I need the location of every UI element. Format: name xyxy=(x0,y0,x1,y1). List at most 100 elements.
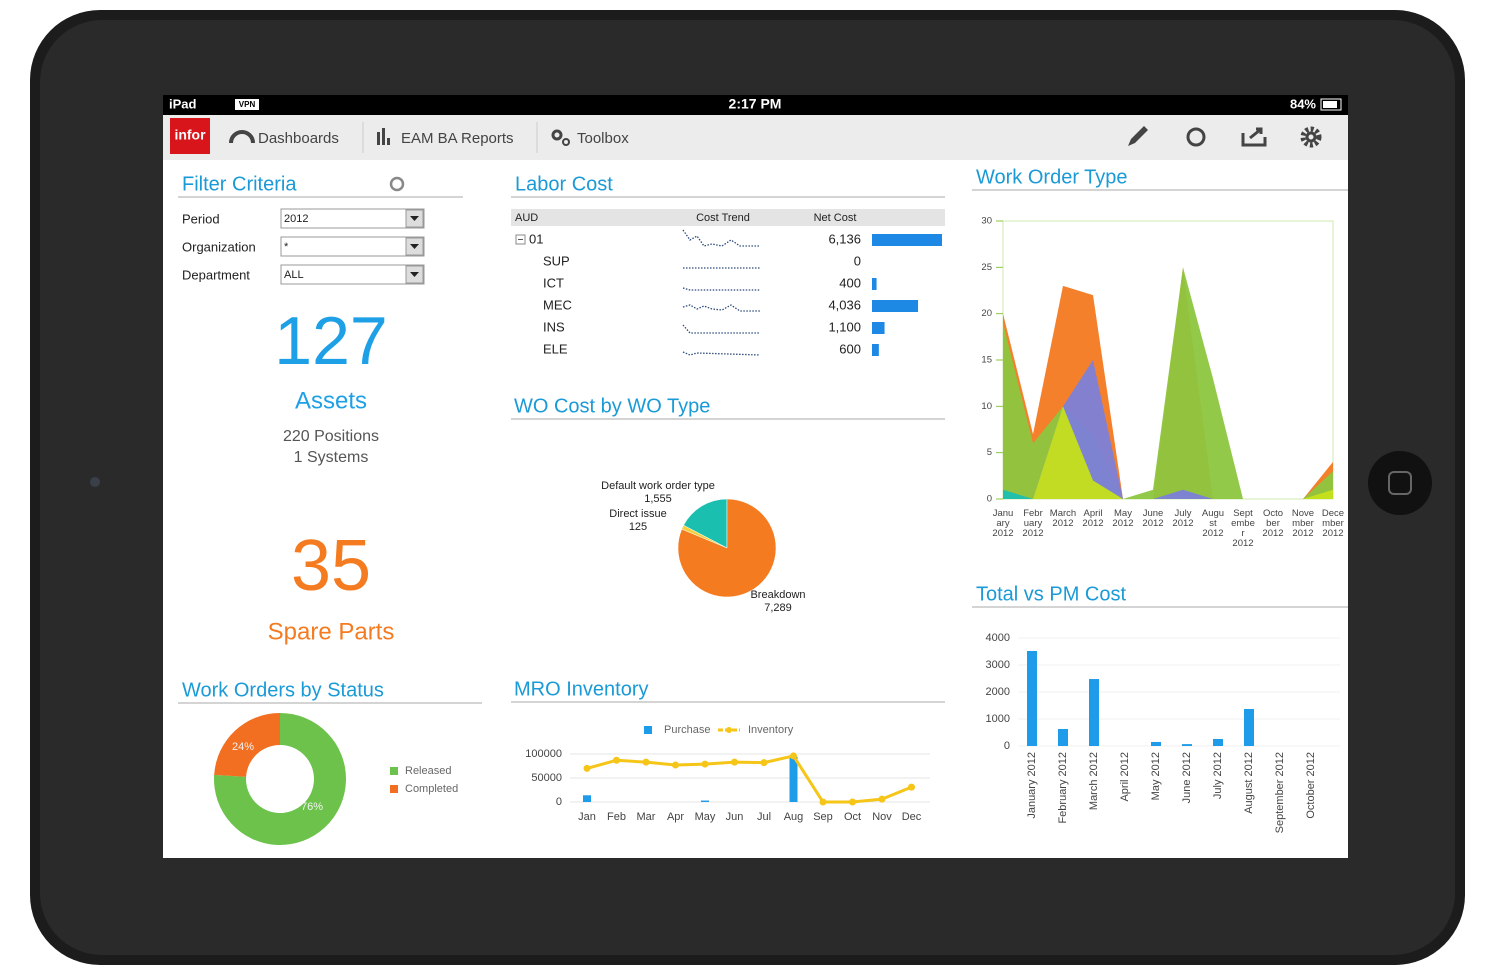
point xyxy=(790,752,797,760)
point xyxy=(613,756,620,764)
y-tick-label: 30 xyxy=(981,216,992,227)
y-tick-label: 15 xyxy=(981,355,992,366)
x-tick-label: January 2012 xyxy=(1026,752,1038,819)
column-header: Cost Trend xyxy=(696,212,750,224)
select-arrow xyxy=(410,216,419,221)
tab[interactable]: EAM BA Reports xyxy=(401,130,514,147)
x-tick-label: Dec xyxy=(902,811,922,823)
point xyxy=(819,798,827,806)
y-tick-label: 0 xyxy=(556,796,562,808)
x-tick-label: Apr xyxy=(667,811,684,823)
point xyxy=(760,759,768,767)
bar xyxy=(872,322,885,334)
battery: 84% xyxy=(1290,96,1316,111)
y-tick-label: 5 xyxy=(987,447,992,458)
bar xyxy=(583,795,591,802)
bar xyxy=(872,300,919,312)
x-tick-label: June 2012 xyxy=(1142,508,1163,529)
panel-title: Total vs PM Cost xyxy=(976,583,1126,605)
legend-label: Completed xyxy=(405,783,458,795)
slice-value: 125 xyxy=(629,521,647,533)
tab[interactable]: Dashboards xyxy=(258,130,339,147)
line xyxy=(586,754,913,804)
y-tick-label: 20 xyxy=(981,308,992,319)
point xyxy=(849,798,856,806)
sparkline xyxy=(682,324,760,334)
slice-label: Direct issue xyxy=(609,508,666,520)
share-icon[interactable] xyxy=(1241,127,1267,147)
home-button[interactable] xyxy=(1368,451,1432,515)
row-label: MEC xyxy=(543,297,572,312)
x-tick-label: July 2012 xyxy=(1212,752,1224,799)
x-tick-label: February 2012 xyxy=(1057,752,1069,824)
row-value: 1,100 xyxy=(828,319,861,334)
legend-dot xyxy=(726,727,732,733)
panel-title: Filter Criteria xyxy=(182,173,297,195)
legend-swatch xyxy=(390,767,398,775)
panel-title: Labor Cost xyxy=(515,173,613,195)
collapse-box[interactable] xyxy=(515,234,526,245)
point xyxy=(583,764,591,772)
select-box[interactable] xyxy=(280,264,425,285)
legend-label: Released xyxy=(405,765,451,777)
select-box[interactable] xyxy=(280,208,425,229)
battery-level xyxy=(1323,101,1337,108)
row-label: ELE xyxy=(543,341,568,356)
select-arrow xyxy=(410,272,419,277)
refresh-icon[interactable] xyxy=(1186,127,1206,147)
field-label: Period xyxy=(182,211,220,226)
y-tick-label: 50000 xyxy=(531,772,562,784)
bar xyxy=(1058,728,1068,746)
select-box[interactable] xyxy=(280,236,425,257)
point xyxy=(908,783,915,791)
x-tick-label: Jun xyxy=(726,811,744,823)
legend-label: Inventory xyxy=(748,724,794,736)
x-tick-label: May xyxy=(695,811,716,823)
x-tick-label: Jan xyxy=(578,811,596,823)
x-tick-label: May 2012 xyxy=(1112,508,1133,529)
select-arrow xyxy=(410,244,419,249)
kpi-label: Spare Parts xyxy=(268,618,395,645)
sparkline xyxy=(682,304,760,312)
x-tick-label: April 2012 xyxy=(1082,508,1103,529)
sparkline xyxy=(682,287,760,291)
bar xyxy=(701,800,709,802)
kpi-detail: 220 Positions xyxy=(283,428,379,445)
panel-title: Work Orders by Status xyxy=(182,679,384,701)
y-tick-label: 4000 xyxy=(986,632,1010,644)
logo-box[interactable] xyxy=(170,118,210,154)
y-tick-label: 10 xyxy=(981,401,992,412)
bar xyxy=(1244,709,1254,746)
row-value: 4,036 xyxy=(828,297,861,312)
slice-value: 76% xyxy=(301,801,323,813)
donut-slice xyxy=(213,713,346,845)
legend-label: Purchase xyxy=(664,724,710,736)
logo: infor xyxy=(174,127,206,143)
vpn-box xyxy=(235,99,259,110)
row-value: 6,136 xyxy=(828,231,861,246)
bar xyxy=(872,278,877,290)
pie-slice xyxy=(677,498,777,598)
slice-value: 24% xyxy=(232,741,254,753)
row-value: 0 xyxy=(854,253,861,268)
x-tick-label: Sep xyxy=(813,811,833,823)
select-value: 2012 xyxy=(284,213,308,225)
reset-icon[interactable] xyxy=(389,176,405,192)
x-tick-label: Janu ary 2012 xyxy=(992,508,1013,539)
x-tick-label: April 2012 xyxy=(1119,752,1131,802)
settings-icon[interactable] xyxy=(1300,126,1322,148)
select-value: * xyxy=(284,241,289,253)
x-tick-label: Nov xyxy=(872,811,892,823)
settings-icon xyxy=(1305,131,1317,143)
slice-label: Default work order type xyxy=(601,480,715,492)
x-tick-label: Mar xyxy=(637,811,656,823)
x-tick-label: Nove mber 2012 xyxy=(1292,508,1314,539)
sparkline xyxy=(682,351,761,356)
tab[interactable]: Toolbox xyxy=(577,130,629,147)
bar xyxy=(872,344,879,356)
camera xyxy=(90,477,100,487)
bar xyxy=(1213,738,1223,746)
toolbar xyxy=(163,115,1348,160)
kpi-label: Assets xyxy=(295,387,367,414)
edit-icon[interactable] xyxy=(1128,126,1148,146)
